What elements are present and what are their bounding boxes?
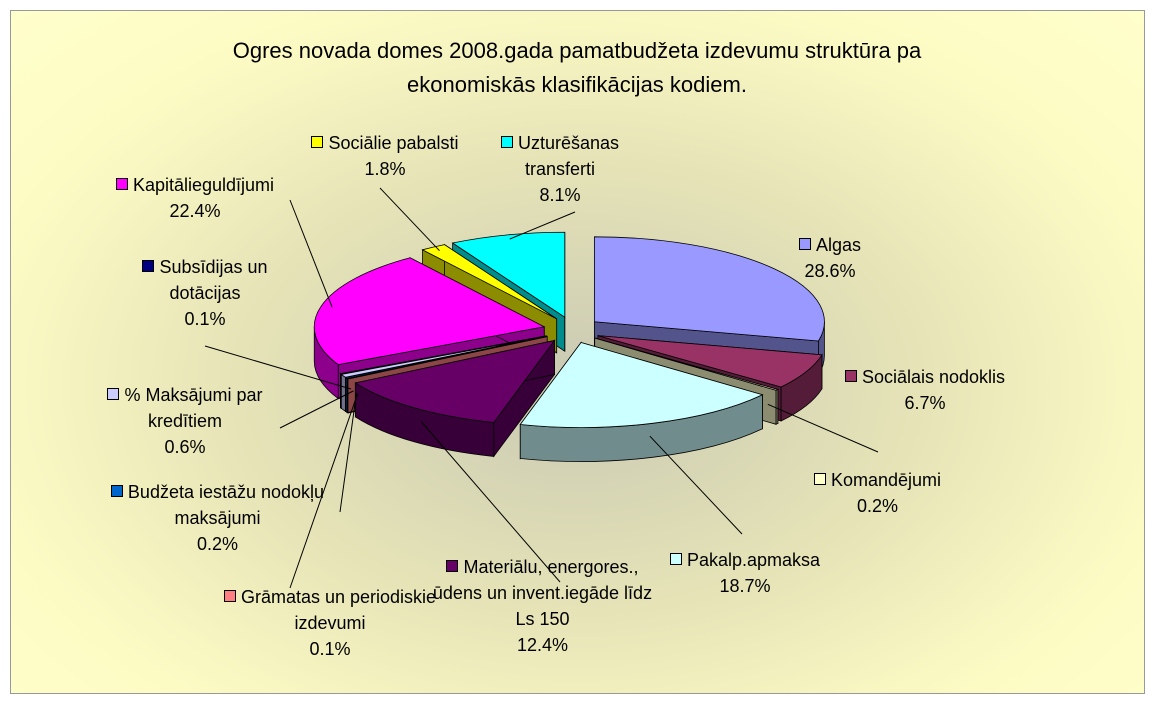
slice bbox=[597, 335, 823, 388]
label-value: 18.7% bbox=[719, 576, 771, 596]
data-label: Algas 28.6% bbox=[770, 232, 890, 284]
label-name: Komandējumi bbox=[830, 470, 942, 490]
legend-key bbox=[798, 238, 811, 250]
label-name: Budžeta iestāžu nodokļu maksājumi bbox=[127, 482, 325, 528]
label-value: 1.8% bbox=[364, 159, 406, 179]
leader-line bbox=[289, 393, 359, 589]
label-name: Sociālais nodoklis bbox=[861, 367, 1006, 387]
label-value: 0.1% bbox=[184, 309, 226, 329]
label-name: Kapitālieguldījumi bbox=[132, 175, 275, 195]
legend-key bbox=[844, 370, 857, 382]
label-value: 6.7% bbox=[904, 393, 946, 413]
legend-key bbox=[311, 136, 324, 148]
label-name: Uzturēšanas transferti bbox=[517, 133, 620, 179]
slice bbox=[354, 339, 556, 423]
leader-line bbox=[420, 421, 561, 583]
leader-line bbox=[339, 392, 357, 513]
legend-key bbox=[223, 590, 236, 602]
label-value: 0.2% bbox=[856, 496, 899, 516]
slice bbox=[346, 336, 548, 380]
label-value: 0.1% bbox=[309, 639, 351, 659]
legend-key bbox=[500, 136, 513, 148]
label-name: Algas bbox=[815, 235, 862, 255]
legend-key bbox=[115, 178, 128, 190]
slice bbox=[451, 231, 566, 318]
data-label: Kapitālieguldījumi 22.4% bbox=[75, 172, 315, 224]
leader-line bbox=[289, 199, 333, 308]
leader-line bbox=[204, 345, 352, 390]
slice bbox=[421, 244, 557, 320]
data-label: Grāmatas un periodiskie izdevumi 0.1% bbox=[210, 584, 450, 662]
data-label: % Maksājumi par kredītiem 0.6% bbox=[70, 382, 300, 460]
slice-wall bbox=[340, 373, 346, 413]
label-name: Grāmatas un periodiskie izdevumi bbox=[240, 587, 437, 633]
legend-key bbox=[669, 553, 682, 565]
label-value: 0.6% bbox=[164, 437, 206, 457]
label-name: Sociālie pabalsti bbox=[328, 133, 459, 153]
legend-key bbox=[142, 260, 155, 272]
data-label: Sociālie pabalsti 1.8% bbox=[285, 130, 485, 182]
label-name: Subsīdijas un dotācijas bbox=[159, 257, 268, 303]
slice-wall bbox=[346, 377, 349, 414]
legend-key bbox=[446, 560, 459, 572]
data-label: Sociālais nodoklis 6.7% bbox=[840, 364, 1010, 416]
slice bbox=[593, 236, 825, 342]
legend-key bbox=[813, 473, 826, 485]
label-value: 8.1% bbox=[539, 185, 581, 205]
label-name: % Maksājumi par kredītiem bbox=[124, 385, 263, 431]
legend-key bbox=[107, 388, 120, 400]
label-value: 0.2% bbox=[196, 534, 239, 554]
data-label: Uzturēšanas transferti 8.1% bbox=[480, 130, 640, 208]
slice bbox=[594, 337, 779, 391]
label-value: 12.4% bbox=[516, 635, 569, 655]
leader-line bbox=[509, 211, 576, 240]
slice-wall bbox=[775, 388, 779, 425]
leader-line bbox=[767, 403, 879, 453]
leader-line bbox=[279, 390, 354, 429]
data-label: Subsīdijas un dotācijas 0.1% bbox=[115, 254, 295, 332]
label-value: 22.4% bbox=[169, 201, 221, 221]
label-name: Materiālu, energores., ūdens un invent.i… bbox=[432, 557, 653, 629]
data-label: Budžeta iestāžu nodokļu maksājumi 0.2% bbox=[95, 479, 340, 557]
data-label: Komandējumi 0.2% bbox=[790, 467, 965, 519]
leader-line bbox=[379, 187, 440, 252]
data-label: Pakalp.apmaksa 18.7% bbox=[640, 547, 850, 599]
chart-title: Ogres novada domes 2008.gada pamatbudžet… bbox=[232, 38, 922, 97]
leader-line bbox=[649, 435, 743, 535]
label-name: Pakalp.apmaksa bbox=[686, 550, 821, 570]
label-value: 28.6% bbox=[804, 261, 856, 281]
legend-key bbox=[110, 485, 123, 497]
data-label: Materiālu, energores., ūdens un invent.i… bbox=[430, 554, 655, 658]
slice bbox=[519, 342, 764, 428]
slice bbox=[313, 257, 546, 366]
